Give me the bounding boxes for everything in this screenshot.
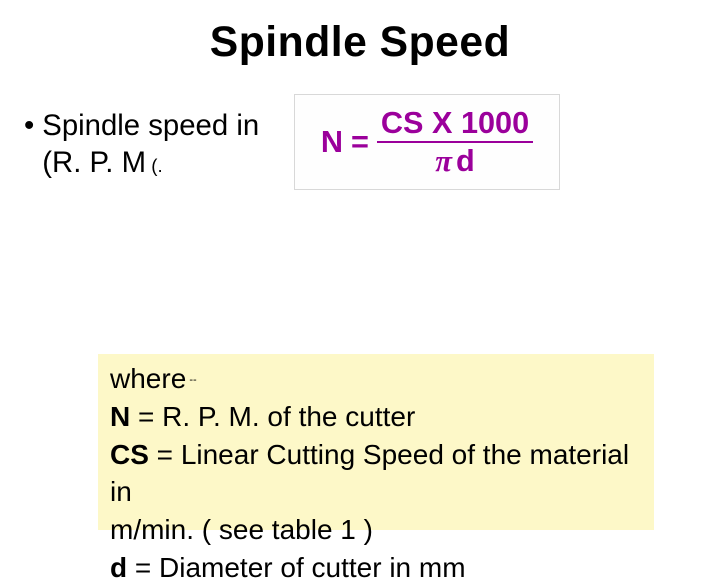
bullet-item: • Spindle speed in (R. P. M (. <box>24 108 259 181</box>
bullet-line1: Spindle speed in <box>42 109 259 142</box>
legend-sym-d: d <box>110 552 127 583</box>
legend-line-cs: CS = Linear Cutting Speed of the materia… <box>110 436 642 512</box>
legend-line-cs2: m/min. ( see table 1 ) <box>110 511 642 549</box>
legend-sym-n: N <box>110 401 130 432</box>
legend-box: where -- N = R. P. M. of the cutter CS =… <box>98 354 654 530</box>
formula-den-var: d <box>456 145 475 177</box>
legend-line-n: N = R. P. M. of the cutter <box>110 398 642 436</box>
formula-box: N = CS X 1000 π d <box>294 94 560 190</box>
legend-where-label: where <box>110 363 186 394</box>
bullet-text: Spindle speed in (R. P. M (. <box>42 108 259 181</box>
slide: Spindle Speed • Spindle speed in (R. P. … <box>0 0 720 540</box>
formula-denominator: π d <box>431 143 478 177</box>
legend-rest-cs: = Linear Cutting Speed of the material i… <box>110 439 629 508</box>
formula: N = CS X 1000 π d <box>321 107 533 177</box>
page-title: Spindle Speed <box>0 0 720 67</box>
bullet-line2-suffix: (. <box>146 155 163 176</box>
legend-sym-cs: CS <box>110 439 149 470</box>
legend-line-d: d = Diameter of cutter in mm <box>110 549 642 587</box>
formula-numerator: CS X 1000 <box>377 107 533 141</box>
legend-rest-n: = R. P. M. of the cutter <box>130 401 415 432</box>
formula-pi: π <box>435 145 452 177</box>
legend-rest-cs2: m/min. ( see table 1 ) <box>110 514 373 545</box>
bullet-line2-prefix: (R. P. M <box>42 146 146 179</box>
legend-where-dashes: -- <box>186 374 196 386</box>
bullet-marker: • <box>24 108 34 145</box>
legend-where: where -- <box>110 360 642 398</box>
formula-fraction: CS X 1000 π d <box>377 107 533 177</box>
formula-eq: = <box>351 125 369 160</box>
legend-rest-d: = Diameter of cutter in mm <box>127 552 465 583</box>
formula-lhs: N <box>321 125 343 160</box>
